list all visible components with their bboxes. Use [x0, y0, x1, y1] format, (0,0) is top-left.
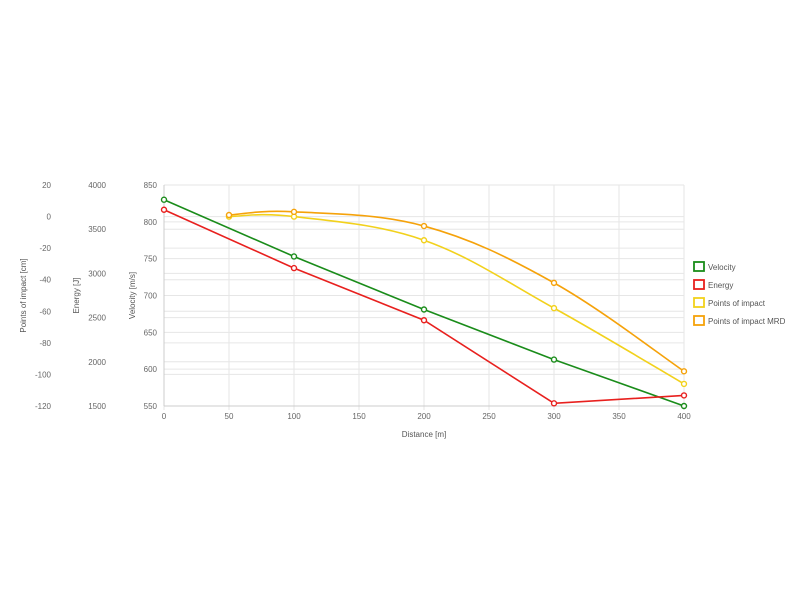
velocity-tick-label: 650 [144, 328, 158, 337]
velocity-tick-label: 700 [144, 292, 158, 301]
data-point [550, 279, 558, 287]
energy-tick-label: 3500 [88, 225, 106, 234]
x-tick-label: 350 [612, 412, 626, 421]
data-point [225, 211, 233, 219]
poi-axis-title: Points of impact [cm] [19, 258, 28, 332]
legend: Velocity Energy Points of impact Points of … [693, 261, 786, 326]
x-tick-label: 250 [482, 412, 496, 421]
x-tick-label: 0 [162, 412, 167, 421]
data-point [550, 304, 558, 312]
data-point [420, 317, 428, 324]
legend-swatch [693, 279, 705, 290]
data-point [290, 264, 298, 272]
poi-tick-label: -40 [39, 276, 51, 285]
series [160, 196, 688, 410]
poi-tick-label: 20 [42, 181, 51, 190]
x-tick-label: 100 [287, 412, 301, 421]
velocity-tick-label: 800 [144, 218, 158, 227]
poi-tick-label: 0 [47, 213, 52, 222]
legend-swatch [693, 315, 705, 326]
data-point [160, 206, 168, 213]
x-tick-label: 150 [352, 412, 366, 421]
legend-swatch [693, 297, 705, 308]
velocity-axis-title: Velocity [m/s] [128, 272, 137, 319]
energy-tick-label: 1500 [88, 402, 106, 411]
energy-tick-label: 2500 [88, 314, 106, 323]
x-tick-label: 50 [225, 412, 234, 421]
data-point [680, 402, 688, 410]
poi-tick-label: -100 [35, 370, 52, 379]
legend-label: Points of impact [708, 299, 766, 308]
data-point [550, 400, 558, 407]
legend-label: Velocity [708, 263, 736, 272]
data-point [420, 306, 428, 313]
series-line-4 [228, 210, 685, 372]
x-axis-title: Distance [m] [402, 430, 446, 439]
data-point [680, 392, 688, 399]
data-point [290, 208, 298, 216]
energy-axis-title: Energy [J] [72, 277, 81, 313]
energy-tick-label: 2000 [88, 358, 106, 367]
poi-tick-label: -120 [35, 402, 52, 411]
velocity-tick-label: 850 [144, 181, 158, 190]
x-tick-label: 300 [547, 412, 561, 421]
velocity-tick-label: 550 [144, 402, 158, 411]
data-point [420, 237, 428, 244]
poi-tick-label: -20 [39, 244, 51, 253]
legend-swatch [693, 261, 705, 272]
legend-label: Energy [708, 281, 733, 290]
velocity-tick-label: 600 [144, 365, 158, 374]
grid [163, 184, 685, 410]
velocity-tick-label: 750 [144, 255, 158, 264]
poi-tick-label: -60 [39, 307, 51, 316]
energy-tick-label: 3000 [88, 269, 106, 278]
x-tick-label: 400 [677, 412, 691, 421]
x-tick-label: 200 [417, 412, 431, 421]
legend-label: Points of impact MRD [708, 317, 786, 326]
poi-tick-label: -80 [39, 339, 51, 348]
data-point [290, 253, 298, 260]
data-point [160, 196, 168, 203]
data-point [680, 368, 688, 375]
energy-tick-label: 4000 [88, 181, 106, 190]
data-point [420, 222, 428, 230]
data-point [680, 380, 688, 388]
data-point [550, 356, 558, 363]
series-line-3 [228, 213, 685, 385]
